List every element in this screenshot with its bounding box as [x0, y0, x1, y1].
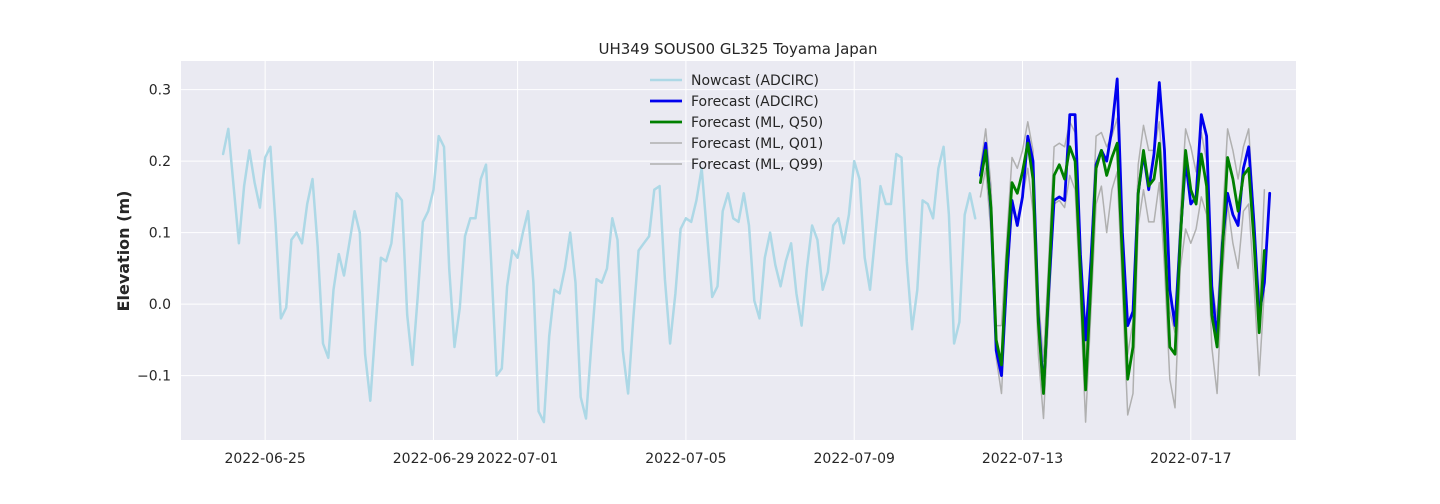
x-tick-label: 2022-07-09 — [814, 451, 895, 467]
x-tick-label: 2022-06-29 — [393, 451, 474, 467]
legend-label: Forecast (ADCIRC) — [691, 94, 819, 110]
x-axis: 2022-06-25 2022-06-29 2022-07-01 2022-07-05… — [224, 451, 1231, 467]
y-tick-label: 0.0 — [149, 297, 171, 313]
x-tick-label: 2022-07-05 — [645, 451, 726, 467]
y-tick-label: 0.3 — [149, 83, 171, 99]
legend-label: Forecast (ML, Q99) — [691, 157, 823, 173]
y-axis-label: Elevation (m) — [114, 191, 133, 312]
series-layer — [221, 77, 1272, 424]
series-line-0 — [221, 127, 977, 424]
legend-label: Nowcast (ADCIRC) — [691, 73, 819, 89]
chart-title: UH349 SOUS00 GL325 Toyama Japan — [599, 40, 878, 58]
series-line-2 — [979, 141, 1266, 395]
x-tick-label: 2022-07-01 — [477, 451, 558, 467]
legend-label: Forecast (ML, Q01) — [691, 136, 823, 152]
x-tick-label: 2022-06-25 — [224, 451, 305, 467]
y-axis: −0.1 0.0 0.1 0.2 0.3 — [137, 83, 171, 385]
y-tick-label: 0.2 — [149, 154, 171, 170]
legend-label: Forecast (ML, Q50) — [691, 115, 823, 131]
legend: Nowcast (ADCIRC) Forecast (ADCIRC) Forecas… — [650, 73, 823, 173]
y-tick-label: −0.1 — [137, 369, 171, 385]
x-tick-label: 2022-07-13 — [982, 451, 1063, 467]
x-tick-label: 2022-07-17 — [1150, 451, 1231, 467]
y-tick-label: 0.1 — [149, 226, 171, 242]
